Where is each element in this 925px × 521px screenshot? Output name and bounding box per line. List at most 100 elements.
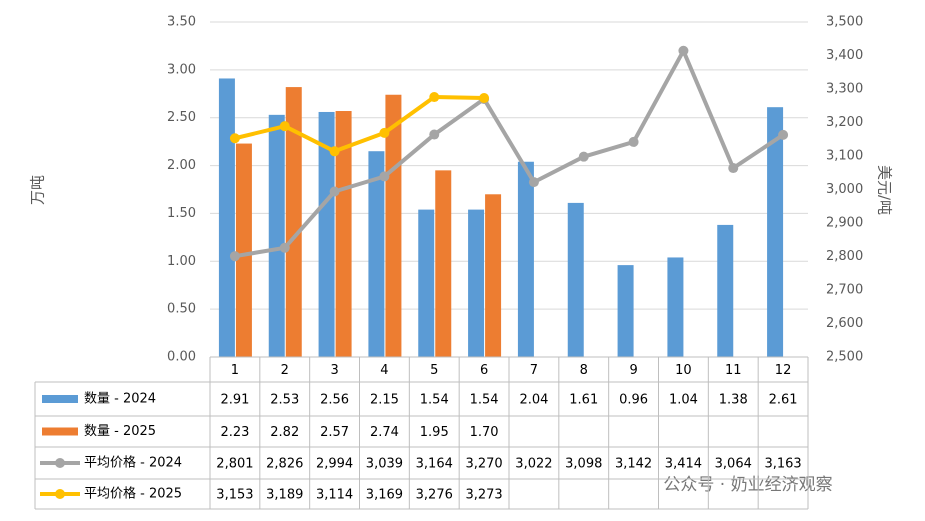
y2-axis-label: 美元/吨 xyxy=(876,165,894,215)
marker xyxy=(628,136,639,147)
watermark: 公众号 · 奶业经济观察 xyxy=(663,475,832,495)
data-label: 2,801 xyxy=(216,457,253,472)
data-label: 3,098 xyxy=(565,457,602,472)
bar xyxy=(567,202,584,357)
bar xyxy=(368,151,385,357)
x-tick-label: 3 xyxy=(330,363,338,378)
marker xyxy=(229,133,240,144)
y-tick-label: 0.00 xyxy=(167,350,196,365)
data-label: 2.91 xyxy=(220,393,249,408)
x-tick-label: 11 xyxy=(725,363,742,378)
data-label: 3,189 xyxy=(266,488,303,503)
marker xyxy=(329,186,340,197)
x-tick-label: 7 xyxy=(530,363,538,378)
x-tick-label: 5 xyxy=(430,363,438,378)
marker xyxy=(429,129,440,140)
legend-label: 平均价格 - 2025 xyxy=(84,486,182,502)
y2-tick-label: 3,500 xyxy=(826,15,863,30)
bar xyxy=(418,209,435,357)
bar xyxy=(335,111,352,357)
data-label: 1.54 xyxy=(420,393,449,408)
bar xyxy=(318,111,335,357)
x-tick-label: 6 xyxy=(480,363,488,378)
y2-tick-label: 2,500 xyxy=(826,350,863,365)
y2-tick-label: 3,000 xyxy=(826,182,863,197)
marker xyxy=(229,251,240,262)
marker xyxy=(329,146,340,157)
data-label: 2.56 xyxy=(320,393,349,408)
data-label: 3,064 xyxy=(715,457,752,472)
bar xyxy=(717,224,734,357)
bar xyxy=(667,257,684,357)
data-label: 3,163 xyxy=(764,457,801,472)
bar xyxy=(468,209,485,357)
legend-key xyxy=(55,458,65,468)
y2-tick-label: 3,100 xyxy=(826,149,863,164)
marker xyxy=(379,171,390,182)
bar xyxy=(517,161,534,357)
y2-tick-label: 2,900 xyxy=(826,216,863,231)
x-tick-label: 9 xyxy=(629,363,637,378)
marker xyxy=(429,92,440,103)
bar xyxy=(285,87,302,357)
y-tick-label: 2.50 xyxy=(167,110,196,125)
y-tick-label: 1.50 xyxy=(167,206,196,221)
data-label: 1.54 xyxy=(470,393,499,408)
bar xyxy=(767,107,784,357)
data-label: 3,039 xyxy=(366,457,403,472)
data-label: 2,826 xyxy=(266,457,303,472)
bar xyxy=(268,114,285,357)
data-label: 2,994 xyxy=(316,457,353,472)
data-label: 2.82 xyxy=(270,425,299,440)
marker xyxy=(578,151,589,162)
y-tick-label: 0.50 xyxy=(167,302,196,317)
data-label: 3,270 xyxy=(465,457,502,472)
y2-tick-label: 2,700 xyxy=(826,283,863,298)
data-label: 3,153 xyxy=(216,488,253,503)
bar xyxy=(435,170,452,357)
y-tick-label: 3.00 xyxy=(167,62,196,77)
data-label: 1.61 xyxy=(569,393,598,408)
y2-tick-label: 3,300 xyxy=(826,82,863,97)
bar xyxy=(218,78,235,357)
data-label: 0.96 xyxy=(619,393,648,408)
data-label: 2.53 xyxy=(270,393,299,408)
marker xyxy=(279,242,290,253)
legend-key xyxy=(42,395,78,403)
marker xyxy=(728,163,739,174)
bar xyxy=(385,94,402,357)
data-label: 1.04 xyxy=(669,393,698,408)
data-label: 3,414 xyxy=(665,457,702,472)
bar xyxy=(235,143,252,357)
data-label: 2.57 xyxy=(320,425,349,440)
bar xyxy=(485,194,502,357)
y-tick-label: 3.50 xyxy=(167,15,196,30)
data-label: 3,114 xyxy=(316,488,353,503)
x-tick-label: 12 xyxy=(775,363,792,378)
legend-key xyxy=(55,489,65,499)
marker xyxy=(379,127,390,138)
data-label: 3,169 xyxy=(366,488,403,503)
x-tick-label: 8 xyxy=(580,363,588,378)
x-tick-label: 2 xyxy=(281,363,289,378)
data-label: 2.61 xyxy=(769,393,798,408)
y2-tick-label: 2,800 xyxy=(826,249,863,264)
x-tick-label: 4 xyxy=(380,363,388,378)
y2-tick-label: 3,400 xyxy=(826,48,863,63)
marker xyxy=(678,45,689,56)
data-label: 2.23 xyxy=(220,425,249,440)
marker xyxy=(479,93,490,104)
data-label: 1.38 xyxy=(719,393,748,408)
line xyxy=(234,48,785,259)
data-label: 1.95 xyxy=(420,425,449,440)
marker xyxy=(279,121,290,132)
data-label: 3,142 xyxy=(615,457,652,472)
data-label: 3,022 xyxy=(515,457,552,472)
data-label: 3,164 xyxy=(416,457,453,472)
data-label: 3,276 xyxy=(416,488,453,503)
y2-tick-label: 2,600 xyxy=(826,316,863,331)
legend-label: 数量 - 2025 xyxy=(84,424,156,439)
data-label: 2.04 xyxy=(519,393,548,408)
marker xyxy=(778,129,789,140)
